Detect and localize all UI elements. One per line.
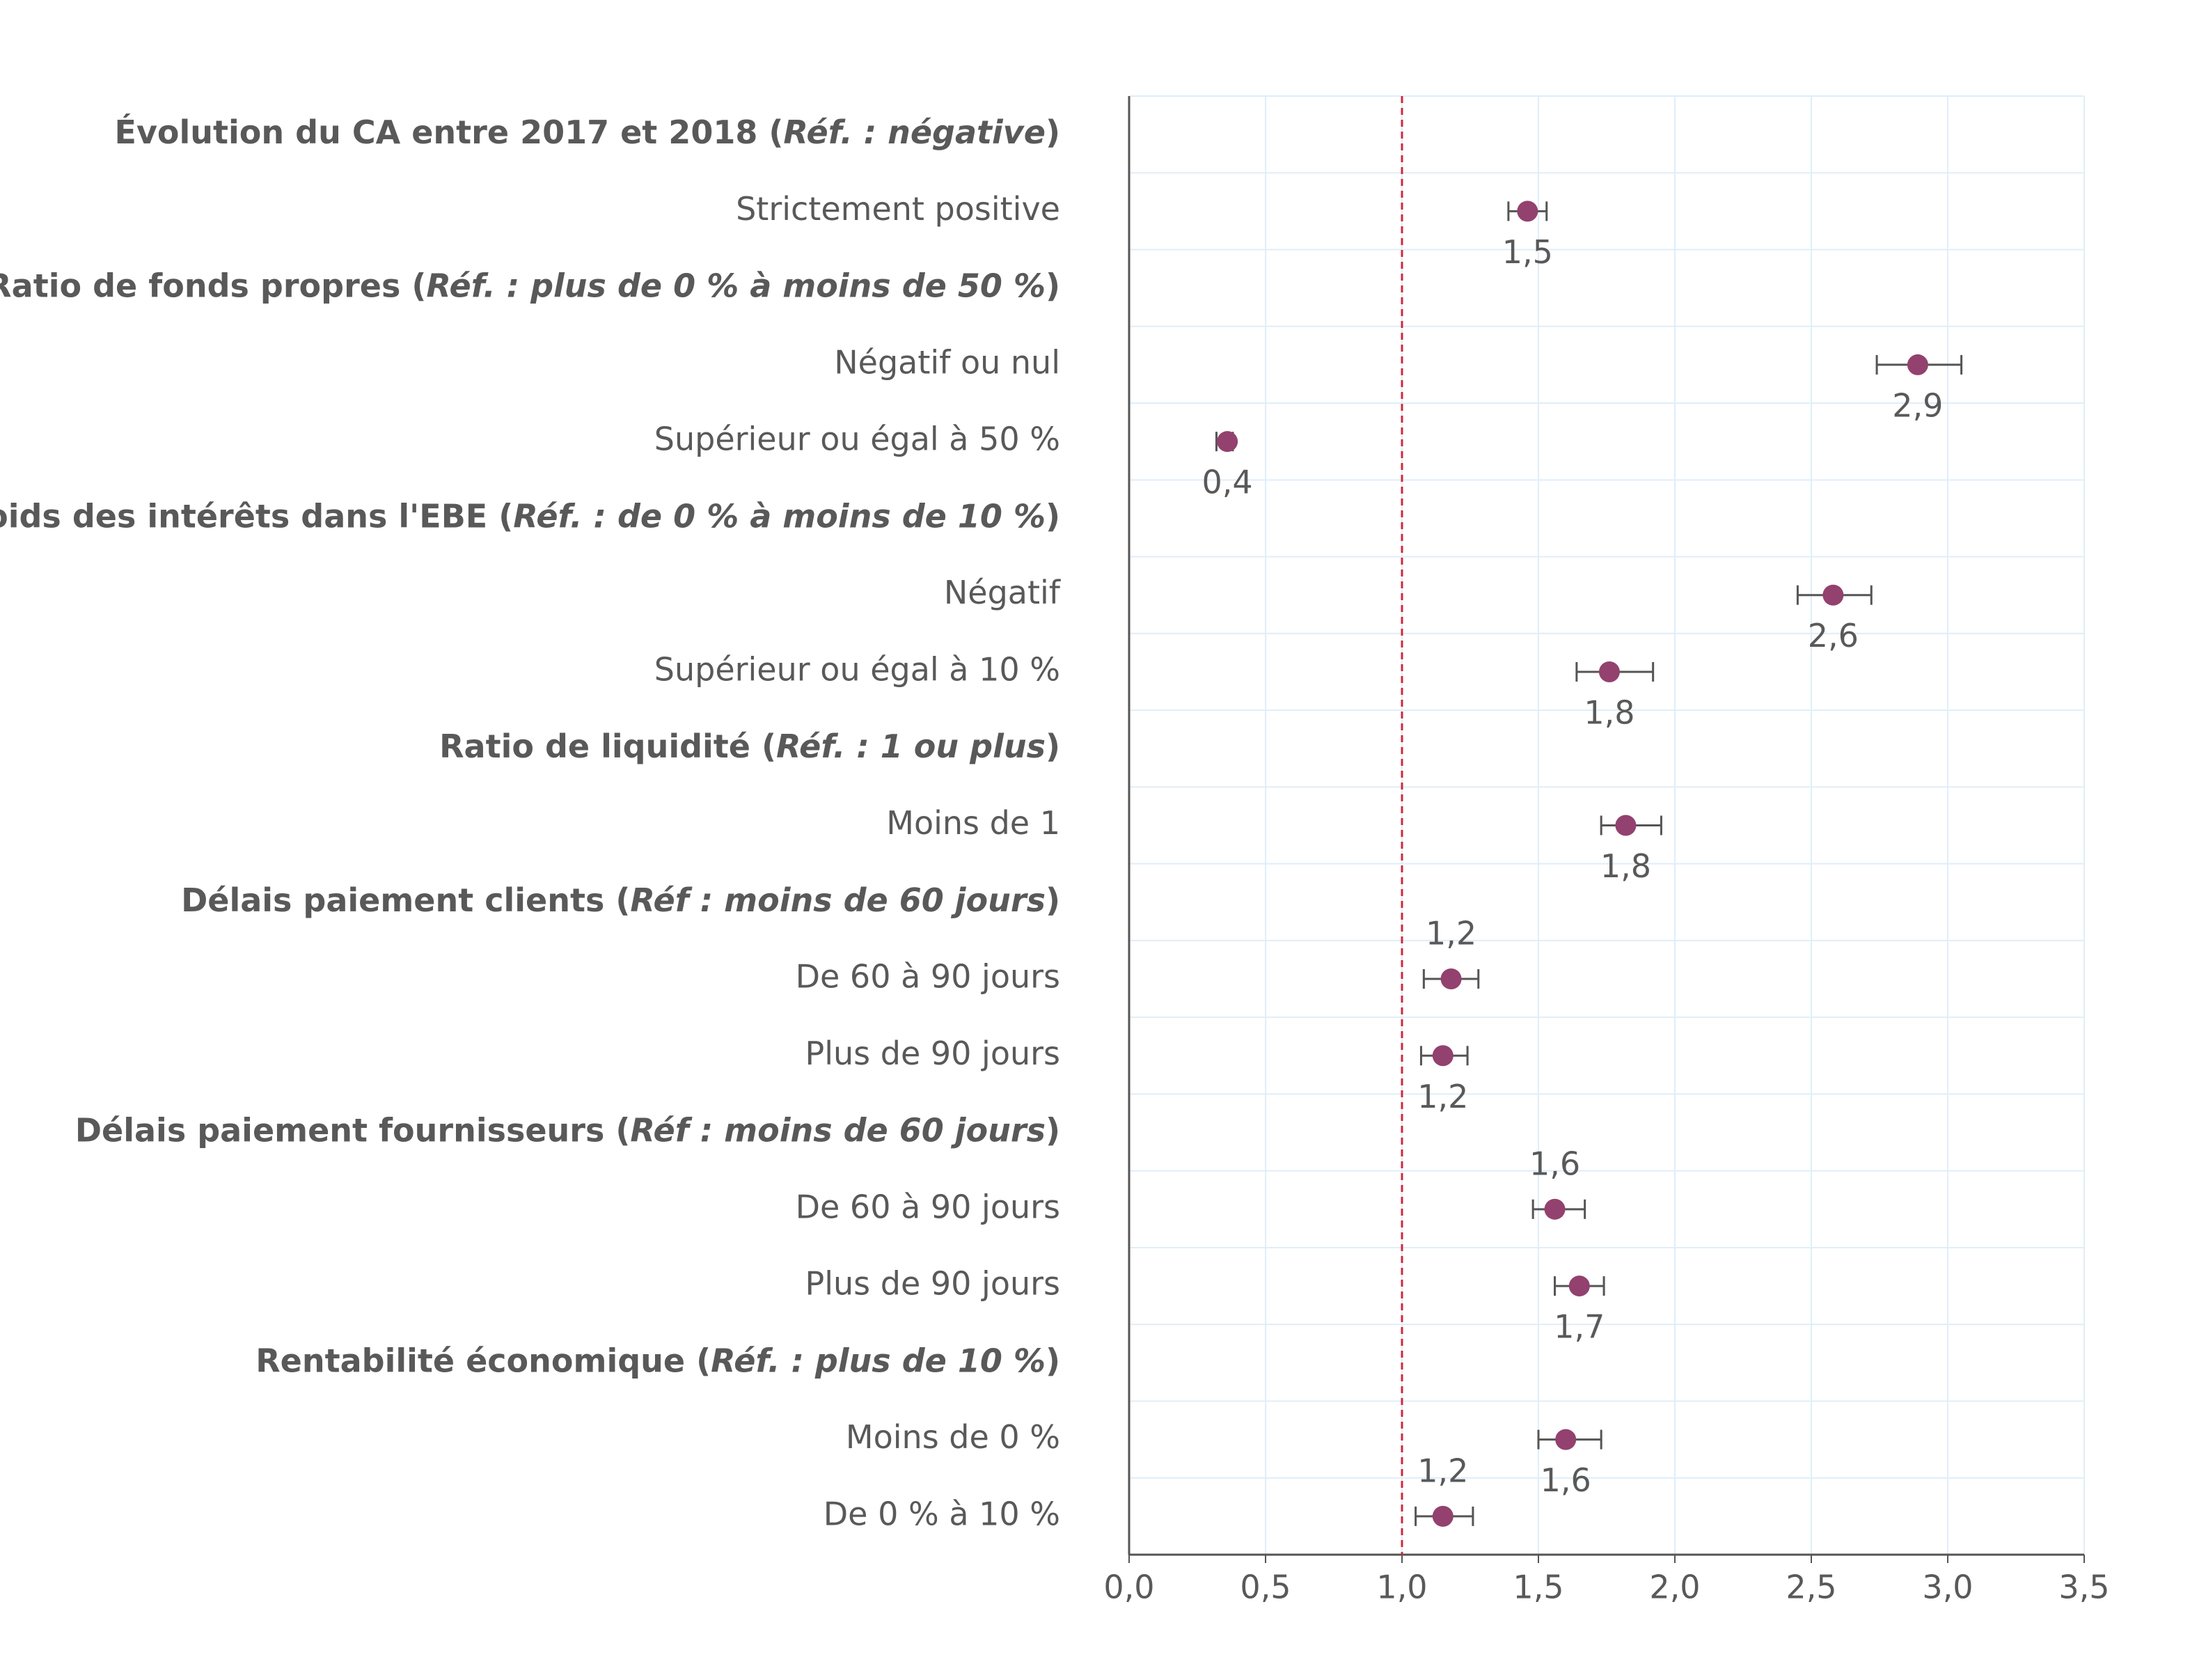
category-label: De 60 à 90 jours xyxy=(796,958,1060,996)
header-part: Réf : moins de 60 jours xyxy=(630,1111,1046,1149)
header-part: Ratio de fonds propres ( xyxy=(0,267,426,304)
header-part: Réf. : plus de 10 % xyxy=(711,1342,1046,1379)
category-label: Négatif xyxy=(944,574,1062,611)
value-label: 1,2 xyxy=(1417,1078,1468,1115)
x-tick-label: 3,5 xyxy=(2058,1569,2109,1606)
value-label: 1,7 xyxy=(1554,1308,1605,1346)
dot xyxy=(1555,1429,1577,1450)
value-label: 1,2 xyxy=(1426,915,1476,952)
dot xyxy=(1432,1045,1454,1067)
group-header: Ratio de liquidité (Réf. : 1 ou plus) xyxy=(439,728,1060,765)
value-label: 1,6 xyxy=(1529,1145,1580,1182)
header-part: Réf. : 1 ou plus xyxy=(776,728,1046,765)
category-label: De 0 % à 10 % xyxy=(824,1495,1060,1532)
x-tick-label: 1,5 xyxy=(1513,1569,1563,1606)
dot xyxy=(1432,1505,1454,1527)
header-part: Poids des intérêts dans l'EBE ( xyxy=(0,497,513,535)
header-part: Réf. : plus de 0 % à moins de 50 % xyxy=(426,267,1046,304)
value-label: 0,4 xyxy=(1202,464,1253,501)
group-header: Délais paiement clients (Réf : moins de … xyxy=(181,881,1060,918)
group-header: Poids des intérêts dans l'EBE (Réf. : de… xyxy=(0,497,1060,535)
category-label: Plus de 90 jours xyxy=(805,1265,1061,1303)
header-part: Réf. : de 0 % à moins de 10 % xyxy=(513,497,1046,535)
dot xyxy=(1615,815,1637,836)
value-label: 1,8 xyxy=(1600,847,1651,885)
header-part: ) xyxy=(1046,1111,1060,1149)
x-tick-label: 0,5 xyxy=(1240,1569,1291,1606)
dot xyxy=(1517,201,1538,222)
header-part: Délais paiement fournisseurs ( xyxy=(75,1111,631,1149)
dot xyxy=(1907,354,1928,375)
header-part: Réf. : négative xyxy=(783,113,1046,151)
header-part: ) xyxy=(1046,1342,1060,1379)
value-label: 1,2 xyxy=(1417,1452,1468,1489)
category-label: Moins de 1 xyxy=(886,804,1060,842)
header-part: ) xyxy=(1046,881,1060,918)
header-part: Délais paiement clients ( xyxy=(181,881,630,918)
x-tick-label: 2,5 xyxy=(1786,1569,1836,1606)
x-tick-label: 2,0 xyxy=(1649,1569,1700,1606)
dot xyxy=(1217,431,1238,453)
header-part: Ratio de liquidité ( xyxy=(439,728,776,765)
header-part: ) xyxy=(1046,113,1060,151)
dot xyxy=(1568,1275,1590,1297)
value-label: 2,9 xyxy=(1892,386,1943,424)
group-header: Délais paiement fournisseurs (Réf : moin… xyxy=(75,1111,1060,1149)
category-label: Strictement positive xyxy=(736,190,1060,228)
group-header: Ratio de fonds propres (Réf. : plus de 0… xyxy=(0,267,1060,304)
category-label: Moins de 0 % xyxy=(846,1418,1060,1456)
value-label: 2,6 xyxy=(1808,617,1859,654)
header-part: ) xyxy=(1046,497,1060,535)
dot xyxy=(1598,661,1620,682)
dot xyxy=(1544,1198,1566,1220)
header-part: Rentabilité économique ( xyxy=(255,1342,711,1379)
category-label: Supérieur ou égal à 10 % xyxy=(654,650,1060,688)
header-part: ) xyxy=(1046,728,1060,765)
group-header: Évolution du CA entre 2017 et 2018 (Réf.… xyxy=(115,113,1060,151)
header-part: ) xyxy=(1046,267,1060,304)
dot xyxy=(1822,584,1844,606)
x-tick-label: 1,0 xyxy=(1376,1569,1427,1606)
value-label: 1,8 xyxy=(1584,693,1634,731)
group-header: Rentabilité économique (Réf. : plus de 1… xyxy=(255,1342,1060,1379)
category-label: Négatif ou nul xyxy=(834,343,1060,381)
x-tick-label: 3,0 xyxy=(1922,1569,1973,1606)
value-label: 1,5 xyxy=(1502,233,1553,271)
x-tick-label: 0,0 xyxy=(1103,1569,1154,1606)
value-label: 1,6 xyxy=(1541,1461,1591,1499)
dot xyxy=(1440,968,1462,990)
header-part: Réf : moins de 60 jours xyxy=(630,881,1046,918)
header-part: Évolution du CA entre 2017 et 2018 ( xyxy=(115,113,784,151)
category-label: De 60 à 90 jours xyxy=(796,1188,1060,1225)
category-label: Supérieur ou égal à 50 % xyxy=(654,421,1060,458)
category-label: Plus de 90 jours xyxy=(805,1035,1061,1072)
